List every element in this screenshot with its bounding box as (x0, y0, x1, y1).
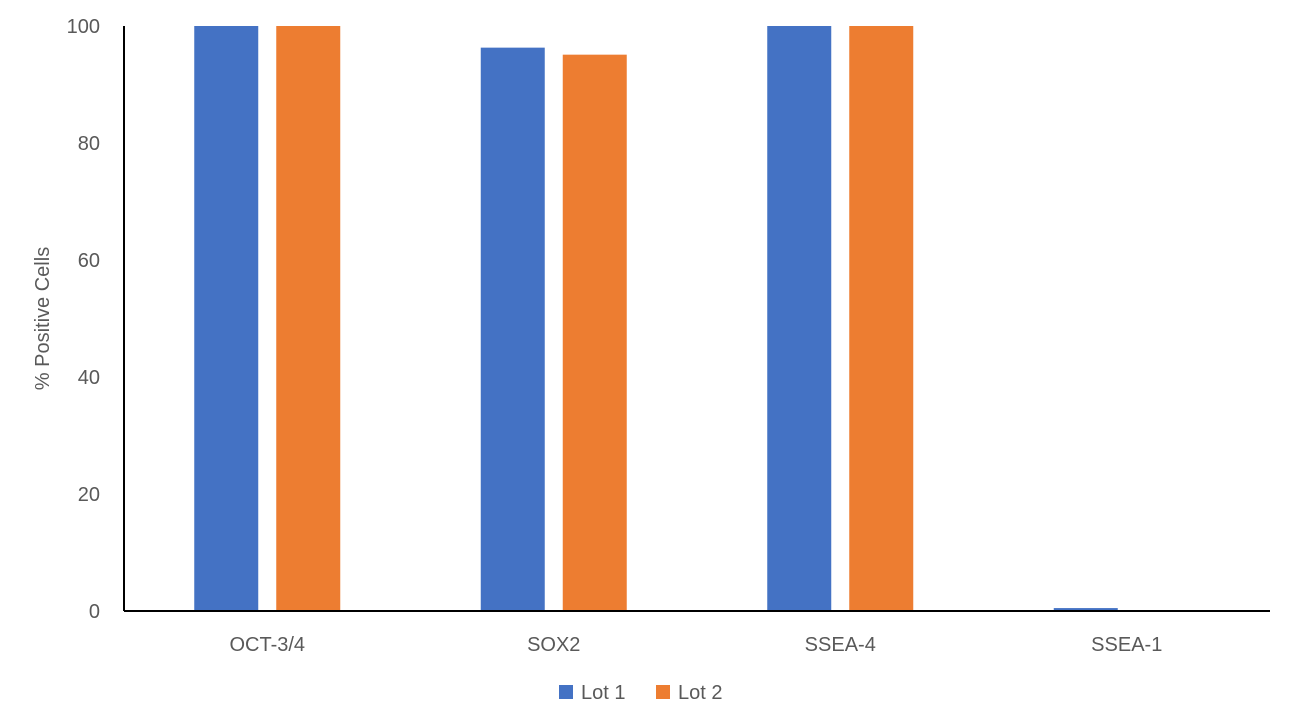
legend-swatch-lot-2 (656, 685, 670, 699)
y-tick-label-60: 60 (78, 250, 100, 272)
y-tick-label-0: 0 (89, 601, 100, 623)
bars (194, 26, 1118, 612)
legend-label-lot-1: Lot 1 (581, 682, 625, 704)
x-tick-label-oct-3-4: OCT-3/4 (229, 634, 305, 656)
bar-lot-2-ssea-4 (849, 26, 914, 611)
bar-lot-1-sox2 (480, 47, 545, 611)
x-tick-label-sox2: SOX2 (527, 634, 580, 656)
bar-lot-1-oct-3-4 (194, 26, 259, 611)
y-axis-ticks: 0 20 40 60 80 100 (67, 16, 100, 623)
x-tick-label-ssea-1: SSEA-1 (1091, 634, 1162, 656)
y-tick-label-100: 100 (67, 16, 100, 38)
legend-swatch-lot-1 (559, 685, 573, 699)
y-tick-label-20: 20 (78, 484, 100, 506)
bar-lot-2-sox2 (562, 54, 627, 612)
legend: Lot 1 Lot 2 (559, 682, 722, 704)
bar-lot-1-ssea-4 (767, 26, 832, 611)
y-axis-title: % Positive Cells (32, 247, 54, 390)
y-tick-label-80: 80 (78, 133, 100, 155)
x-axis-labels: OCT-3/4 SOX2 SSEA-4 SSEA-1 (229, 634, 1162, 656)
bar-lot-2-oct-3-4 (276, 26, 341, 611)
legend-label-lot-2: Lot 2 (678, 682, 722, 704)
x-tick-label-ssea-4: SSEA-4 (805, 634, 876, 656)
bar-lot-1-ssea-1 (1053, 608, 1118, 611)
y-tick-label-40: 40 (78, 367, 100, 389)
